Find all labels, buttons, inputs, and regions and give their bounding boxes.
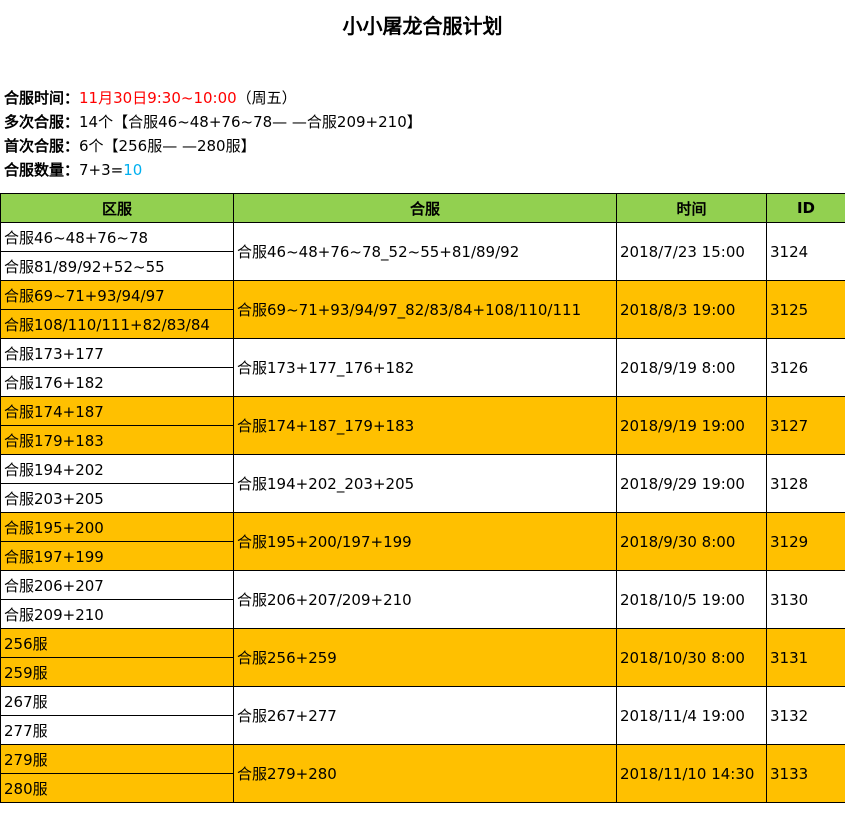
merge-cell: 合服206+207/209+210 [233,570,617,629]
time-cell: 2018/9/19 8:00 [616,338,767,397]
id-cell: 3131 [766,628,845,687]
info-line: 首次合服：6个【256服— —280服】 [4,134,422,158]
time-cell: 2018/11/4 19:00 [616,686,767,745]
row: 合服174+187 合服174+187_179+183 2018/9/19 19:0… [0,396,845,455]
row: 259服 [0,657,845,687]
info: 合服时间：11月30日9:30~10:00（周五） 多次合服：14个【合服46~… [4,86,422,182]
merge-table: 区服 合服 时间 ID 合服46~48+76~78 合服46~48+76~78_52~5… [0,193,845,803]
row: 256服 合服256+259 2018/10/30 8:00 3131 [0,628,845,687]
id-cell: 3132 [766,686,845,745]
header-cell: 时间 [616,193,767,223]
merge-cell: 合服174+187_179+183 [233,396,617,455]
zone-cell: 280服 [0,773,234,803]
zone-cell: 合服206+207 [0,570,234,600]
id-cell: 3129 [766,512,845,571]
time-cell: 2018/9/29 19:00 [616,454,767,513]
value: 10 [123,161,143,179]
zone-cell: 279服 [0,744,234,774]
merge-cell: 合服267+277 [233,686,617,745]
value: （周五） [236,89,297,107]
zone-cell: 合服209+210 [0,599,234,629]
row: 277服 [0,715,845,745]
zone-cell: 合服179+183 [0,425,234,455]
id-cell: 3127 [766,396,845,455]
zone-cell: 合服108/110/111+82/83/84 [0,309,234,339]
row: 279服 合服279+280 2018/11/10 14:30 3133 [0,744,845,803]
row: 合服203+205 [0,483,845,513]
time-cell: 2018/11/10 14:30 [616,744,767,803]
merge-cell: 合服69~71+93/94/97_82/83/84+108/110/111 [233,280,617,339]
row: 合服194+202 合服194+202_203+205 2018/9/29 19:0… [0,454,845,513]
zone-cell: 277服 [0,715,234,745]
id-cell: 3124 [766,222,845,281]
zone-cell: 259服 [0,657,234,687]
table-body: 合服46~48+76~78 合服46~48+76~78_52~55+81/89/9… [0,222,845,803]
time-cell: 2018/10/5 19:00 [616,570,767,629]
zone-cell: 合服173+177 [0,338,234,368]
merge-cell: 合服256+259 [233,628,617,687]
zone-cell: 合服195+200 [0,512,234,542]
label: 首次合服： [4,137,80,155]
value: 7+3= [79,161,124,179]
zone-cell: 267服 [0,686,234,716]
label: 多次合服： [4,113,80,131]
value: 6个【256服— —280服】 [79,137,256,155]
row: 合服173+177 合服173+177_176+182 2018/9/19 8:00… [0,338,845,397]
row: 合服69~71+93/94/97 合服69~71+93/94/97_82/83/8… [0,280,845,339]
time-cell: 2018/10/30 8:00 [616,628,767,687]
row: 合服197+199 [0,541,845,571]
row: 合服46~48+76~78 合服46~48+76~78_52~55+81/89/9… [0,222,845,281]
zone-cell: 合服203+205 [0,483,234,513]
row: 合服81/89/92+52~55 [0,251,845,281]
label: 合服时间： [4,89,80,107]
merge-cell: 合服46~48+76~78_52~55+81/89/92 [233,222,617,281]
id-cell: 3130 [766,570,845,629]
zone-cell: 合服81/89/92+52~55 [0,251,234,281]
time-cell: 2018/8/3 19:00 [616,280,767,339]
info-line: 多次合服：14个【合服46~48+76~78— —合服209+210】 [4,110,422,134]
id-cell: 3133 [766,744,845,803]
zone-cell: 合服46~48+76~78 [0,222,234,252]
value: 14个【合服46~48+76~78— —合服209+210】 [79,113,422,131]
row: 合服206+207 合服206+207/209+210 2018/10/5 19:0… [0,570,845,629]
zone-cell: 合服194+202 [0,454,234,484]
zone-cell: 合服197+199 [0,541,234,571]
header-row: 区服 合服 时间 ID [0,193,845,223]
header-cell: 区服 [0,193,234,223]
header-cell: 合服 [233,193,617,223]
header-cell: ID [766,193,845,223]
merge-cell: 合服194+202_203+205 [233,454,617,513]
time-cell: 2018/9/19 19:00 [616,396,767,455]
info-line: 合服数量：7+3=10 [4,158,422,182]
id-cell: 3126 [766,338,845,397]
info-line: 合服时间：11月30日9:30~10:00（周五） [4,86,422,110]
row: 合服179+183 [0,425,845,455]
row: 合服195+200 合服195+200/197+199 2018/9/30 8:00… [0,512,845,571]
id-cell: 3128 [766,454,845,513]
time-cell: 2018/9/30 8:00 [616,512,767,571]
title: 小小屠龙合服计划 [342,14,503,38]
merge-cell: 合服279+280 [233,744,617,803]
value: 11月30日9:30~10:00 [79,89,237,107]
zone-cell: 合服176+182 [0,367,234,397]
zone-cell: 合服174+187 [0,396,234,426]
row: 280服 [0,773,845,803]
row: 267服 合服267+277 2018/11/4 19:00 3132 [0,686,845,745]
label: 合服数量： [4,161,80,179]
row: 合服176+182 [0,367,845,397]
row: 合服108/110/111+82/83/84 [0,309,845,339]
id-cell: 3125 [766,280,845,339]
time-cell: 2018/7/23 15:00 [616,222,767,281]
zone-cell: 合服69~71+93/94/97 [0,280,234,310]
merge-cell: 合服195+200/197+199 [233,512,617,571]
merge-cell: 合服173+177_176+182 [233,338,617,397]
zone-cell: 256服 [0,628,234,658]
